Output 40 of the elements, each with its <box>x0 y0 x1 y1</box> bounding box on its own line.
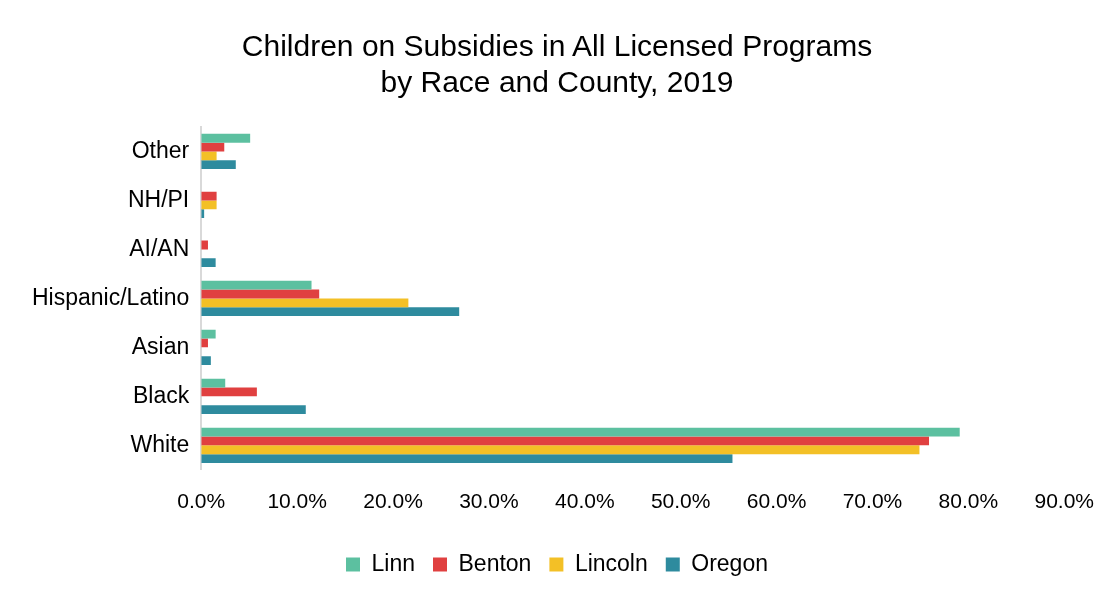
x-tick-label: 10.0% <box>267 489 327 513</box>
y-tick-label: NH/PI <box>127 185 190 212</box>
x-tick-label: 70.0% <box>842 489 903 513</box>
x-tick-label: 50.0% <box>650 489 711 513</box>
x-tick-label: 60.0% <box>746 489 807 513</box>
bar <box>201 258 216 268</box>
chart-title: Children on Subsidies in All Licensed Programs by Race and County, 2019 <box>241 29 873 99</box>
bar <box>201 289 320 299</box>
bar <box>201 445 920 455</box>
x-tick-label: 30.0% <box>459 489 519 513</box>
bar <box>201 356 211 365</box>
y-tick-label: Other <box>131 136 190 163</box>
bar <box>201 427 960 437</box>
x-tick-label: 90.0% <box>1034 489 1094 513</box>
bar <box>201 405 306 414</box>
y-tick-label: Black <box>133 381 190 408</box>
y-tick-label: Hispanic/Latino <box>31 283 190 310</box>
bar <box>201 200 217 210</box>
y-tick-label: Asian <box>131 332 190 359</box>
bar <box>201 387 257 397</box>
bar <box>201 151 217 161</box>
bar <box>201 307 460 317</box>
bar <box>201 454 733 463</box>
bar <box>201 133 251 143</box>
x-tick-label: 0.0% <box>177 489 226 513</box>
legend-label: Benton <box>458 549 532 576</box>
bar <box>201 378 226 388</box>
y-tick-label: AI/AN <box>129 234 190 261</box>
legend-label: Oregon <box>691 549 768 576</box>
x-tick-label: 80.0% <box>938 489 999 513</box>
x-tick-label: 20.0% <box>363 489 423 513</box>
legend-label: Linn <box>371 549 415 576</box>
bar <box>201 160 236 170</box>
bar <box>201 298 409 308</box>
bar <box>201 436 930 446</box>
legend-label: Lincoln <box>574 549 648 576</box>
bar <box>201 280 312 290</box>
y-tick-label: White <box>130 430 190 457</box>
x-tick-label: 40.0% <box>555 489 615 513</box>
bar <box>201 329 216 339</box>
